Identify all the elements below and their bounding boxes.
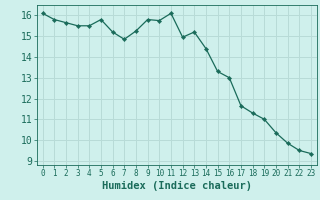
X-axis label: Humidex (Indice chaleur): Humidex (Indice chaleur) [102,181,252,191]
